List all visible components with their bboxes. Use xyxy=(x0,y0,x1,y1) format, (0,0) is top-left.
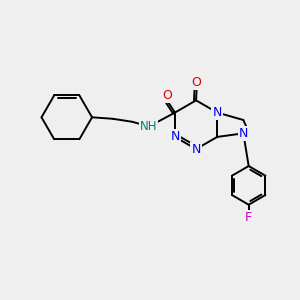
Text: F: F xyxy=(245,211,252,224)
Text: N: N xyxy=(238,127,248,140)
Text: N: N xyxy=(191,142,201,156)
Text: N: N xyxy=(212,106,222,119)
Text: N: N xyxy=(170,130,180,143)
Text: O: O xyxy=(192,76,202,89)
Text: NH: NH xyxy=(140,120,157,133)
Text: O: O xyxy=(163,89,172,102)
